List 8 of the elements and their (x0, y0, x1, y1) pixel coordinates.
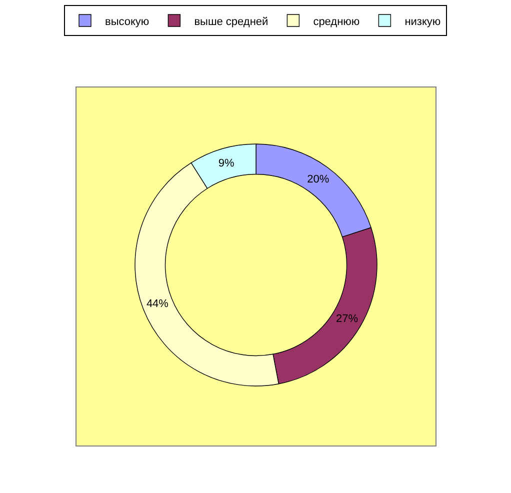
data-label: 27% (336, 312, 358, 325)
legend-label: высокую (105, 16, 150, 28)
legend-label: среднюю (313, 16, 360, 28)
data-label: 20% (307, 173, 330, 186)
data-label: 9% (218, 157, 235, 170)
legend-label: выше средней (194, 16, 268, 28)
data-label: 44% (146, 298, 169, 310)
legend-label: низкую (404, 16, 441, 28)
